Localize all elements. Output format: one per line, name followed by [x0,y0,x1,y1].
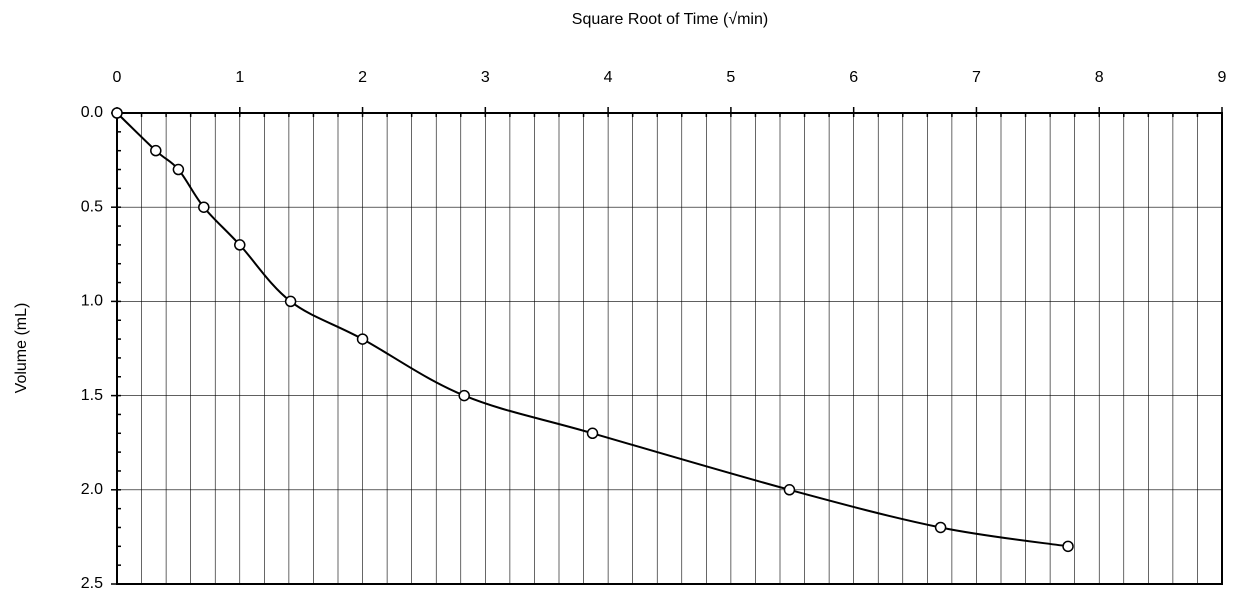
x-tick-label: 4 [604,69,613,86]
marker [586,427,599,440]
y-tick-label: 0.0 [81,104,103,121]
plot-frame [116,112,1223,585]
marker [111,107,123,119]
marker [234,239,246,251]
y-tick-label: 2.5 [81,575,103,592]
marker [1062,540,1074,553]
marker [783,484,796,496]
x-tick-label: 2 [358,69,367,86]
x-axis-title: Square Root of Time (√min) [572,11,768,28]
x-tick-label: 1 [235,69,244,86]
x-tick-label: 7 [972,69,981,86]
marker [934,521,947,534]
line [116,112,1069,548]
marker [458,389,470,402]
x-tick-label: 3 [481,69,490,86]
x-tick-label: 9 [1218,69,1227,86]
marker [198,201,210,213]
marker [356,333,369,345]
y-tick-label: 2.0 [81,481,103,498]
y-tick-label: 1.5 [81,387,103,404]
marker [150,144,162,157]
x-tick-label: 6 [849,69,858,86]
x-tick-label: 5 [726,69,735,86]
marker [172,163,185,176]
marker [284,295,297,308]
y-axis-title: Volume (mL) [13,303,30,394]
y-tick-label: 0.5 [81,198,103,215]
x-tick-label: 0 [113,69,122,86]
x-tick-label: 8 [1095,69,1104,86]
y-tick-label: 1.0 [81,293,103,310]
